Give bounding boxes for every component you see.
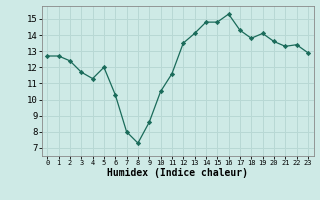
X-axis label: Humidex (Indice chaleur): Humidex (Indice chaleur) <box>107 168 248 178</box>
